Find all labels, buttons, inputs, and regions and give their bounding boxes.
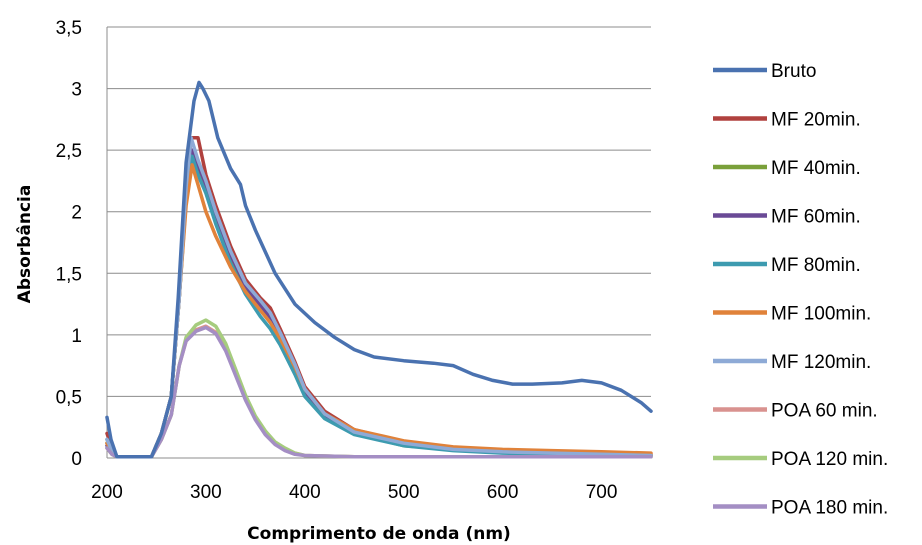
y-tick-label: 0,5 [56,387,82,408]
x-tick-label: 700 [586,482,618,503]
y-tick-label: 0 [71,449,82,470]
legend-label: MF 120min. [771,352,871,373]
legend-label: Bruto [771,61,816,82]
y-tick-label: 3 [71,80,82,101]
legend-label: MF 20min. [771,110,861,131]
y-tick-label: 3,5 [56,18,82,39]
legend: Bruto MF 20min. MF 40min. MF 60min. MF 80min… [713,61,888,519]
x-tick-label: 400 [289,482,321,503]
legend-label: MF 80min. [771,255,861,276]
y-tick-label: 2,5 [56,141,82,162]
series-line [105,80,653,459]
legend-label: MF 60min. [771,207,861,228]
y-tick-labels: 0 0,5 1 1,5 2 2,5 3 3,5 [56,18,82,470]
x-tick-label: 500 [388,482,420,503]
y-tick-label: 1 [71,326,82,347]
legend-label: POA 60 min. [771,401,878,422]
legend-label: MF 100min. [771,304,871,325]
x-tick-label: 200 [91,482,123,503]
series-line [105,154,653,459]
x-tick-label: 300 [190,482,222,503]
legend-label: MF 40min. [771,158,861,179]
gridlines [107,26,651,397]
legend-label: POA 120 min. [771,449,888,470]
x-tick-labels: 200 300 400 500 600 700 [91,482,617,503]
y-tick-label: 2 [71,203,82,224]
x-axis-title: Comprimento de onda (nm) [247,524,511,544]
axes [106,27,651,459]
series-line [105,154,653,459]
y-axis-title: Absorbância [15,185,35,304]
series-lines [105,80,653,459]
y-tick-label: 1,5 [56,264,82,285]
series-line [105,163,653,459]
legend-label: POA 180 min. [771,498,888,519]
x-tick-label: 600 [487,482,519,503]
